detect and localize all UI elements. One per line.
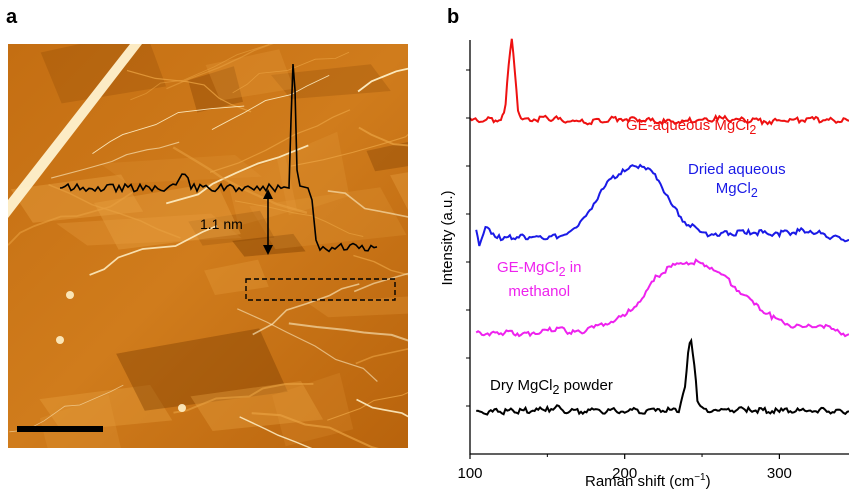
afm-flake-patch: [306, 296, 408, 318]
x-tick-label: 200: [612, 465, 637, 482]
afm-flake-patch: [366, 142, 408, 172]
series-label-0: GE-aqueous MgCl2: [626, 117, 757, 137]
afm-wrinkle: [172, 146, 308, 214]
afm-bright-spot: [178, 404, 186, 412]
afm-flake-patch: [188, 210, 275, 246]
afm-wrinkle: [211, 74, 330, 131]
afm-flake-patch: [39, 394, 121, 448]
afm-flake-patch: [205, 49, 294, 101]
height-arrow-up: [263, 189, 273, 199]
series-label-1: Dried aqueous MgCl2: [688, 161, 786, 200]
afm-wrinkle: [232, 51, 350, 94]
afm-wrinkle: [173, 382, 314, 414]
afm-flake-patch: [272, 372, 354, 447]
afm-wrinkle: [355, 348, 408, 365]
panel-label-b: b: [447, 6, 460, 28]
afm-bright-spot: [66, 291, 74, 299]
afm-wrinkle: [165, 144, 309, 205]
series-label-3: Dry MgCl2 powder: [490, 377, 613, 397]
afm-wrinkle: [130, 44, 270, 101]
afm-surface-texture: [8, 44, 408, 448]
afm-wrinkle: [209, 109, 351, 173]
afm-wrinkle: [251, 412, 379, 448]
x-axis-label: Raman shift (cm−1): [585, 472, 711, 490]
afm-bright-spot: [56, 336, 64, 344]
scale-bar: [17, 426, 103, 432]
afm-flake-patch: [249, 187, 407, 250]
spectrum-line-1: [475, 163, 849, 247]
afm-wrinkle: [327, 392, 408, 421]
height-arrow-down: [263, 245, 273, 255]
spectrum-line-3: [476, 337, 849, 416]
afm-flake-patch: [226, 156, 297, 226]
afm-wrinkle: [358, 126, 408, 147]
afm-flake-patch: [39, 384, 173, 432]
afm-wrinkle: [353, 272, 408, 293]
afm-wrinkle: [126, 69, 252, 113]
afm-bright-edge: [8, 44, 142, 218]
x-tick-label: 300: [767, 465, 792, 482]
x-tick-label: 100: [457, 465, 482, 482]
afm-flake-patch: [56, 213, 242, 246]
afm-wrinkle: [288, 322, 408, 342]
afm-wrinkle: [48, 183, 181, 239]
afm-flake-patch: [276, 131, 350, 216]
afm-profile-region-box: [245, 278, 396, 301]
afm-wrinkle: [237, 308, 378, 382]
afm-flake-patch: [116, 328, 288, 411]
afm-wrinkle: [51, 141, 180, 179]
afm-height-profile: [59, 63, 378, 253]
afm-wrinkle: [356, 398, 408, 418]
afm-wrinkle: [290, 133, 408, 167]
afm-flake-patch: [204, 259, 269, 296]
height-label: 1.1 nm: [200, 216, 243, 232]
afm-flake-patch: [40, 44, 167, 104]
afm-flake-patch: [188, 66, 244, 113]
spectrum-line-0: [469, 38, 849, 126]
spectrum-line-2: [475, 258, 849, 338]
afm-wrinkle: [252, 283, 360, 336]
panel-label-a: a: [6, 6, 18, 28]
afm-flake-patch: [94, 182, 241, 250]
series-label-2: GE-MgCl2 in methanol: [497, 259, 582, 300]
afm-flake-patch: [390, 172, 408, 210]
afm-wrinkle: [89, 225, 218, 276]
y-axis-label: Intensity (a.u.): [439, 190, 456, 285]
afm-wrinkle: [8, 190, 136, 246]
afm-wrinkle: [92, 105, 245, 154]
afm-wrinkle: [357, 67, 408, 93]
afm-wrinkle: [353, 254, 408, 276]
afm-wrinkle: [166, 44, 274, 90]
afm-wrinkle: [239, 416, 313, 448]
afm-wrinkle: [327, 190, 408, 218]
